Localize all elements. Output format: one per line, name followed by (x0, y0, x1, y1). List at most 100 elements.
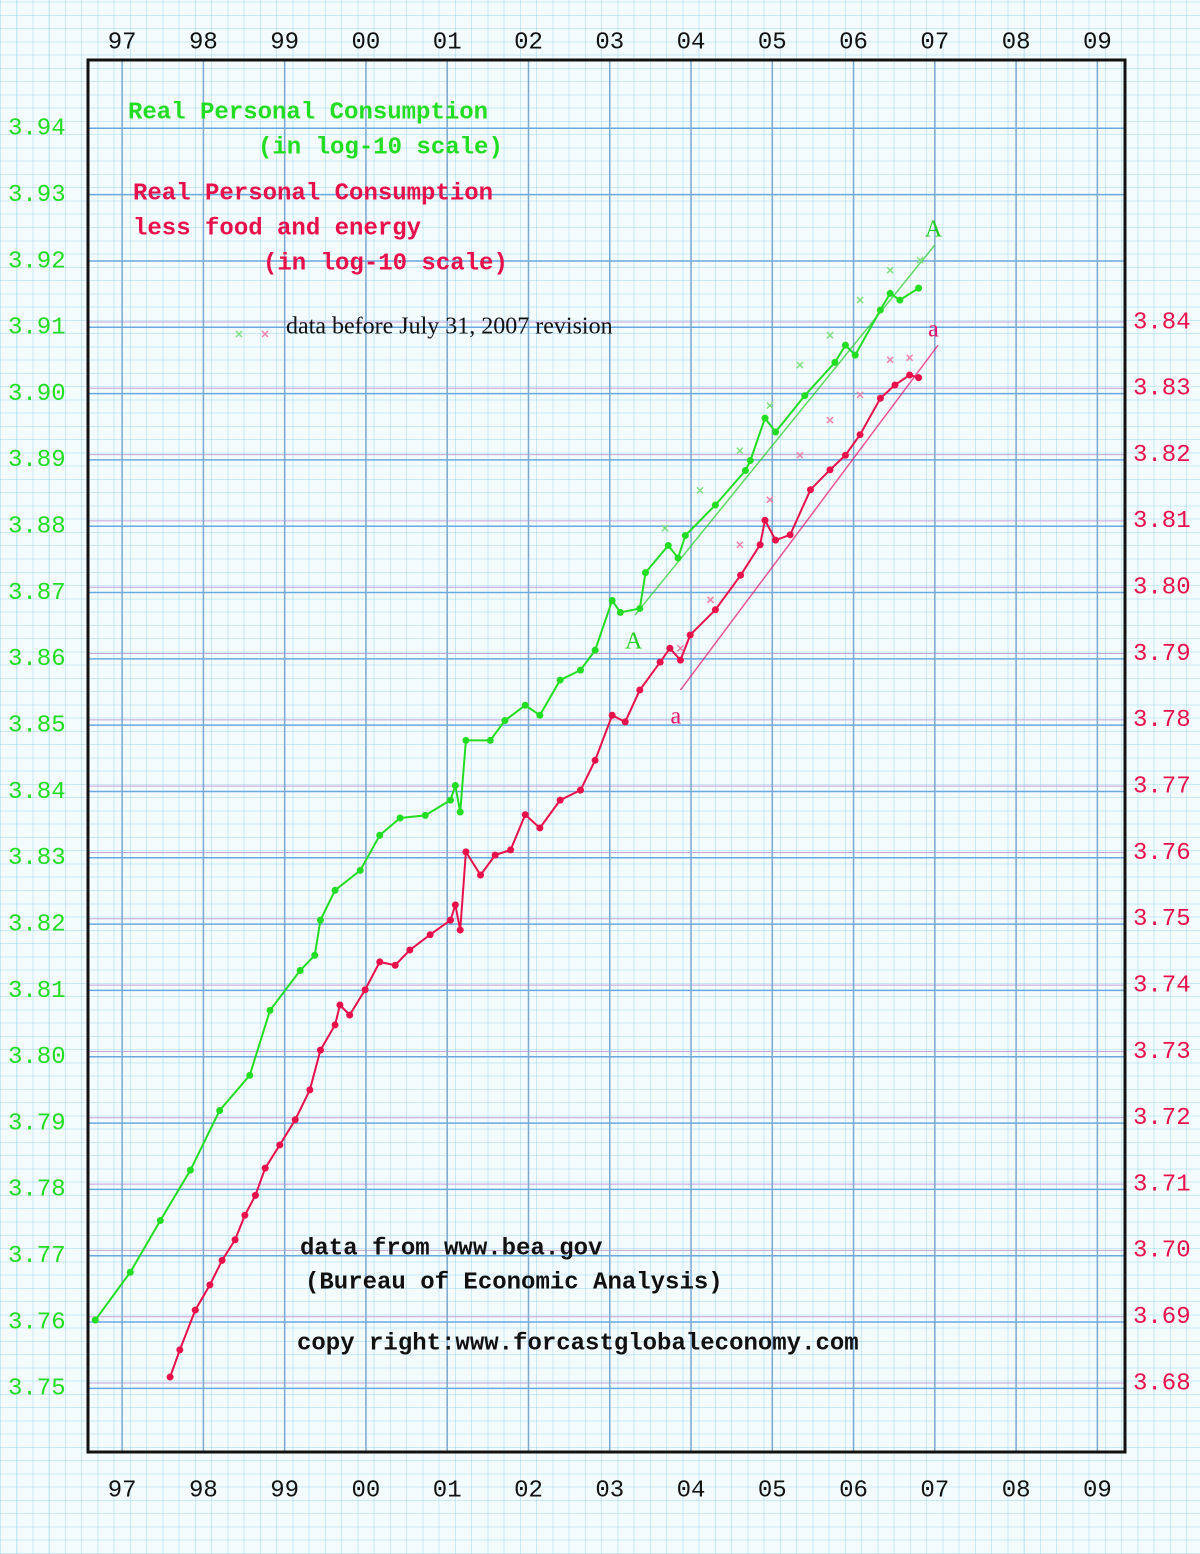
y-tick-label: 3.75 (8, 1376, 66, 1403)
old-data-point (886, 266, 894, 274)
data-point (491, 851, 499, 859)
data-point (556, 796, 564, 804)
old-data-point (766, 496, 774, 504)
x-tick-label: 06 (839, 1477, 868, 1504)
y-tick-label: 3.83 (8, 845, 66, 872)
y-tick-label: 3.79 (8, 1110, 66, 1137)
data-point (477, 871, 485, 879)
data-point (841, 451, 849, 459)
data-point (311, 951, 319, 959)
data-point (426, 931, 434, 939)
y-tick-label: 3.80 (8, 1044, 66, 1071)
trend-label: A (925, 217, 943, 243)
data-point (126, 1268, 134, 1276)
y-tick-label: 3.85 (8, 713, 66, 740)
data-point (521, 811, 529, 819)
data-point (241, 1211, 249, 1219)
x-tick-label: 04 (677, 1477, 706, 1504)
data-point (361, 986, 369, 994)
series-line (94, 287, 920, 1321)
y2-tick-label: 3.76 (1133, 840, 1191, 867)
data-point (216, 1106, 224, 1114)
data-point (915, 374, 923, 382)
x-tick-label: 01 (433, 29, 462, 56)
data-point (576, 666, 584, 674)
data-point (826, 466, 834, 474)
y-tick-label: 3.90 (8, 381, 66, 408)
x-tick-label: 00 (352, 29, 381, 56)
data-point (656, 658, 664, 666)
data-point (346, 1011, 354, 1019)
y2-tick-label: 3.74 (1133, 972, 1191, 999)
y2-tick-label: 3.82 (1133, 442, 1191, 469)
y-tick-label: 3.81 (8, 978, 66, 1005)
data-point (316, 1046, 324, 1054)
x-tick-label: 98 (189, 29, 218, 56)
data-point (536, 824, 544, 832)
data-point (156, 1217, 164, 1225)
old-data-point (706, 596, 715, 604)
trend-label: a (670, 704, 681, 730)
data-point (376, 831, 384, 839)
x-tick-label: 04 (677, 29, 706, 56)
data-point (856, 431, 864, 439)
data-point (521, 701, 529, 709)
data-point (711, 606, 719, 614)
trend-label: a (928, 317, 939, 343)
y2-tick-label: 3.84 (1133, 309, 1191, 336)
x-tick-label: 07 (920, 29, 949, 56)
data-point (336, 1001, 344, 1009)
x-tick-label: 09 (1083, 29, 1112, 56)
data-point (801, 392, 809, 400)
y2-tick-label: 3.83 (1133, 376, 1191, 403)
data-point (556, 676, 564, 684)
legend-label: data before July 31, 2007 revision (286, 314, 613, 340)
data-point (676, 656, 684, 664)
data-point (772, 536, 780, 544)
x-tick-label: 07 (920, 1477, 949, 1504)
data-point (266, 1006, 274, 1014)
data-point (218, 1256, 226, 1264)
source-text: copy right:www.forcastglobaleconomy.com (297, 1330, 859, 1357)
data-point (166, 1373, 174, 1381)
plot-frame (86, 58, 1127, 1454)
x-tick-label: 05 (758, 29, 787, 56)
data-point (608, 711, 616, 719)
data-point (261, 1164, 269, 1172)
x-tick-label: 09 (1083, 1477, 1112, 1504)
x-tick-label: 01 (433, 1477, 462, 1504)
data-point (231, 1236, 239, 1244)
data-point (636, 604, 644, 612)
data-point (291, 1116, 299, 1124)
data-point (376, 958, 384, 966)
data-point (642, 569, 650, 577)
x-tick-label: 02 (514, 1477, 543, 1504)
data-point (666, 644, 674, 652)
x-tick-label: 03 (595, 1477, 624, 1504)
data-point (456, 926, 464, 934)
data-point (91, 1316, 99, 1324)
data-point (746, 457, 754, 465)
y-tick-label: 3.77 (8, 1243, 66, 1270)
data-point (681, 531, 689, 539)
data-point (886, 289, 894, 297)
x-tick-label: 00 (352, 1477, 381, 1504)
old-data-point (856, 296, 864, 304)
old-data-point (676, 644, 684, 652)
data-point (451, 782, 459, 790)
y2-tick-label: 3.69 (1133, 1304, 1191, 1331)
y-tick-label: 3.84 (8, 779, 66, 806)
data-point (891, 381, 899, 389)
title-line: less food and energy (133, 215, 421, 242)
data-point (608, 596, 616, 604)
data-point (446, 916, 454, 924)
old-data-point (796, 451, 804, 459)
data-point (686, 631, 694, 639)
data-point (591, 756, 599, 764)
y2-tick-label: 3.72 (1133, 1105, 1191, 1132)
data-point (186, 1166, 194, 1174)
data-point (761, 414, 769, 422)
old-data-point (661, 524, 669, 532)
trend-line (634, 244, 936, 616)
